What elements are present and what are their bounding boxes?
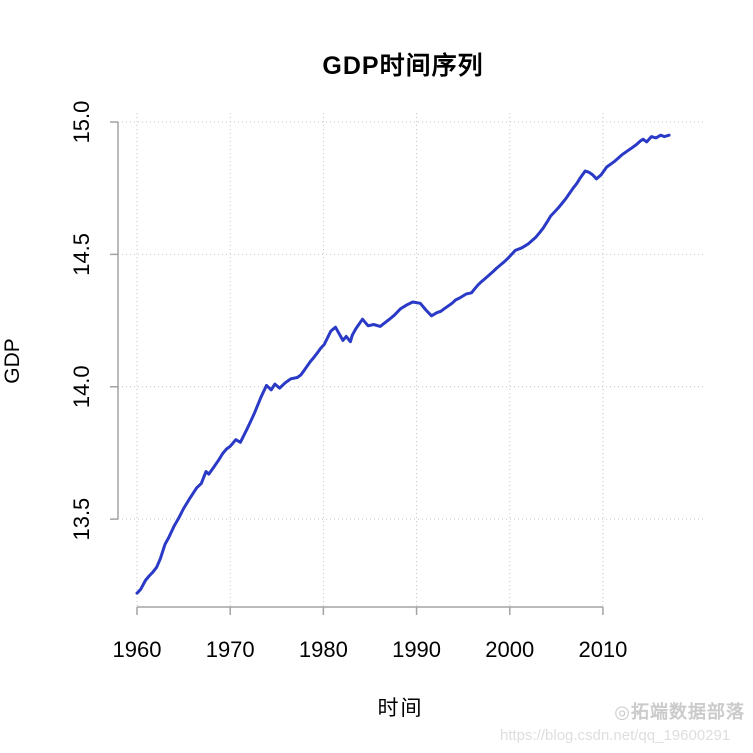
y-axis-tick-label: 15.0 — [69, 101, 94, 144]
x-axis-tick-label: 1960 — [113, 637, 162, 662]
gdp-series-line — [135, 133, 671, 595]
watermark-url: https://blog.csdn.net/qq_19600291 — [500, 727, 731, 744]
y-axis-tick-label: 14.5 — [69, 233, 94, 276]
watermark-brand-logo: ◎拓端数据部落 — [614, 702, 745, 722]
chart-title: GDP时间序列 — [322, 52, 484, 80]
y-axis-tick-label: 14.0 — [69, 365, 94, 408]
x-axis-tick-label: 1990 — [392, 637, 441, 662]
y-axis-tick-label: 13.5 — [69, 498, 94, 541]
watermark: ◎拓端数据部落 https://blog.csdn.net/qq_1960029… — [500, 698, 753, 753]
x-axis-label: 时间 — [377, 697, 424, 720]
x-axis-tick-label: 2010 — [578, 637, 627, 662]
x-axis-tick-label: 2000 — [485, 637, 534, 662]
x-axis-tick-label: 1970 — [206, 637, 255, 662]
x-axis-tick-label: 1980 — [299, 637, 348, 662]
